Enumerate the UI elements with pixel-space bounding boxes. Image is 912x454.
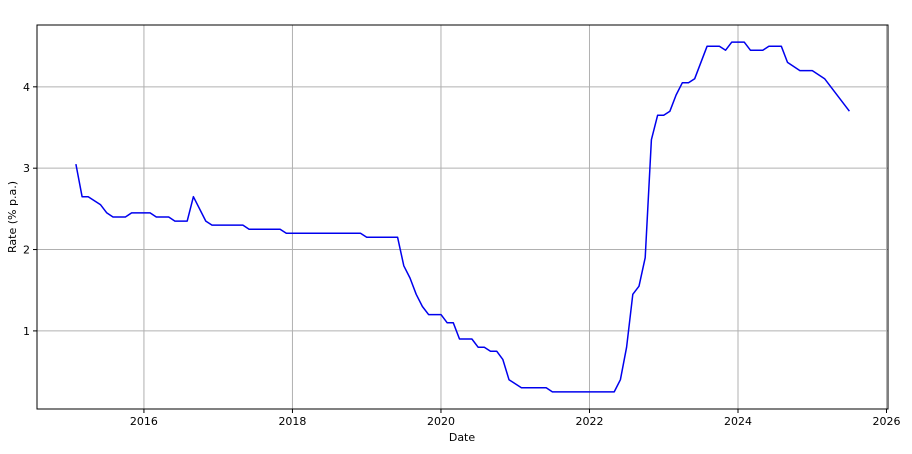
y-tick-label: 1 (23, 325, 30, 338)
y-tick-label: 4 (23, 81, 30, 94)
y-axis: 1 2 3 4 (23, 81, 37, 338)
x-tick-label: 2016 (130, 415, 158, 428)
x-tick-label: 2020 (427, 415, 455, 428)
x-axis-label: Date (449, 431, 476, 444)
x-tick-label: 2018 (278, 415, 306, 428)
series-group (75, 41, 850, 393)
y-tick-label: 3 (23, 162, 30, 175)
x-tick-label: 2024 (724, 415, 752, 428)
x-axis: 2016 2018 2020 2022 2024 2026 (130, 409, 901, 428)
y-tick-label: 2 (23, 244, 30, 257)
series-line (75, 41, 850, 393)
plot-frame (36, 24, 889, 410)
x-tick-label: 2026 (873, 415, 901, 428)
y-axis-label: Rate (% p.a.) (6, 181, 19, 253)
grid (37, 25, 888, 409)
x-tick-label: 2022 (575, 415, 603, 428)
